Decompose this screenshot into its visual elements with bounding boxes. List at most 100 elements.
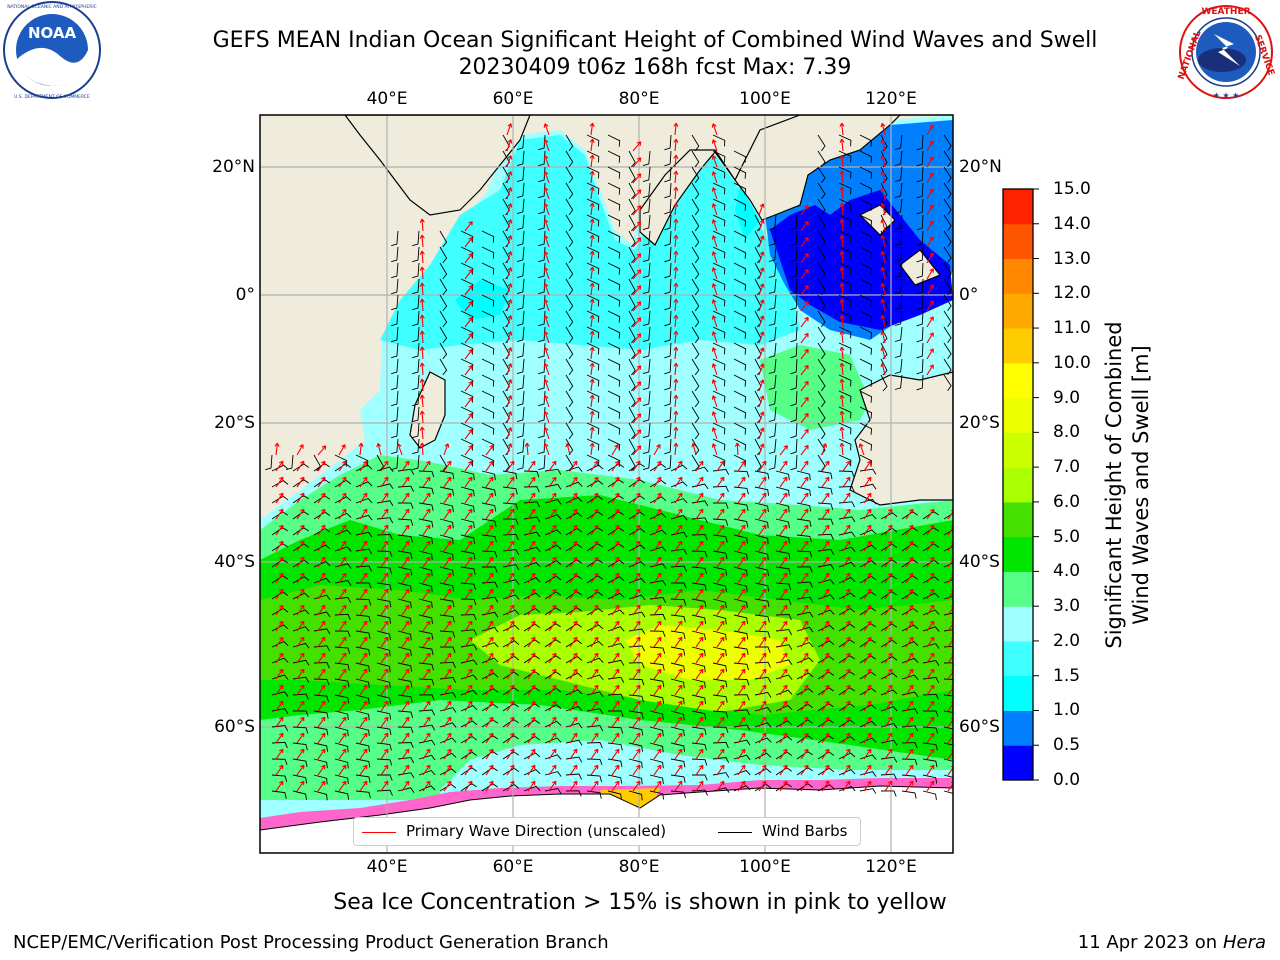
wave-direction-arrow (800, 668, 809, 680)
wind-barb (516, 326, 525, 343)
wind-barb (439, 598, 455, 608)
wave-direction-arrow (758, 379, 765, 392)
wave-direction-arrow (275, 492, 284, 504)
wind-barb (642, 310, 651, 327)
wind-barb (916, 198, 924, 215)
wave-direction-arrow (673, 282, 679, 296)
wave-direction-arrow (275, 540, 284, 552)
wind-barb (838, 454, 852, 467)
wind-barb (607, 758, 623, 768)
wave-direction-arrow (317, 492, 326, 504)
wave-direction-arrow (716, 700, 725, 712)
wind-barb (418, 502, 434, 511)
wave-direction-arrow (711, 235, 718, 248)
wave-direction-arrow (821, 684, 830, 696)
lat-label-left: 20°N (212, 157, 255, 177)
wind-barb (538, 310, 546, 327)
wind-barb (516, 166, 525, 183)
wave-direction-arrow (590, 748, 599, 760)
wave-direction-arrow (275, 732, 284, 744)
wave-direction-arrow (884, 652, 893, 664)
wave-direction-arrow (296, 620, 305, 632)
wave-direction-arrow (359, 492, 368, 504)
wave-direction-arrow (863, 492, 872, 504)
wind-barb (397, 646, 412, 657)
wave-direction-arrow (589, 298, 595, 312)
wave-direction-arrow (880, 170, 886, 184)
wave-direction-arrow (506, 251, 513, 264)
wind-barb (538, 150, 546, 167)
wave-direction-arrow (359, 636, 368, 648)
wave-direction-arrow (543, 443, 550, 456)
wind-barb (817, 374, 826, 392)
wave-direction-arrow (711, 203, 718, 216)
wave-direction-arrow (695, 604, 704, 616)
wind-barb (523, 785, 541, 792)
wind-barb (334, 694, 350, 704)
wave-direction-arrow (464, 220, 473, 232)
wave-direction-arrow (632, 141, 642, 152)
wave-direction-arrow (485, 780, 494, 792)
wind-barb (768, 438, 777, 454)
wave-direction-arrow (653, 764, 662, 776)
wave-direction-arrow (653, 460, 662, 472)
wind-barb (313, 742, 329, 752)
wave-direction-arrow (275, 556, 284, 568)
wave-direction-arrow (758, 283, 765, 296)
colorbar-label: Significant Height of Combined Wind Wave… (1101, 275, 1155, 695)
wave-direction-arrow (548, 716, 557, 728)
wave-direction-arrow (590, 524, 599, 536)
wave-direction-arrow (548, 572, 557, 584)
wave-direction-arrow (674, 540, 683, 552)
wave-direction-arrow (317, 700, 326, 712)
wave-direction-arrow (569, 604, 578, 616)
wind-barb (544, 754, 562, 760)
wave-direction-arrow (543, 427, 550, 440)
wave-direction-arrow (800, 684, 809, 696)
wind-barb (691, 374, 700, 392)
wind-barb (733, 358, 747, 371)
wave-direction-arrow (317, 556, 326, 568)
wind-barb (733, 262, 747, 275)
wave-direction-arrow (800, 220, 809, 232)
wave-direction-arrow (821, 636, 830, 648)
wave-direction-arrow (590, 540, 599, 552)
wave-direction-arrow (926, 588, 935, 600)
wave-direction-arrow (359, 748, 368, 760)
wind-barb (607, 166, 621, 179)
wave-direction-arrow (464, 636, 473, 648)
wind-barb (628, 594, 646, 601)
wave-direction-arrow (695, 556, 704, 568)
wind-barb (460, 358, 474, 371)
wind-barb (565, 406, 574, 424)
wave-direction-arrow (947, 509, 953, 520)
wind-barb (439, 326, 448, 344)
wave-direction-arrow (926, 172, 934, 184)
wind-barb (691, 438, 700, 456)
wave-direction-arrow (632, 492, 641, 504)
wind-barb (565, 481, 583, 488)
wave-direction-arrow (419, 314, 425, 328)
wind-barb (391, 294, 399, 311)
wave-direction-arrow (947, 557, 953, 568)
wind-barb (502, 166, 510, 184)
wave-direction-arrow (880, 346, 886, 360)
wind-barb (901, 790, 917, 799)
wave-direction-arrow (821, 508, 830, 520)
wind-barb (838, 262, 852, 275)
wave-direction-arrow (842, 476, 851, 488)
wind-barb (894, 326, 903, 342)
wind-barb (796, 688, 814, 696)
wave-direction-arrow (673, 122, 679, 136)
wave-direction-arrow (716, 460, 725, 472)
wave-direction-arrow (338, 668, 347, 680)
wind-barb (538, 166, 546, 183)
wave-direction-legend-label: Primary Wave Direction (unscaled) (406, 822, 667, 840)
wave-direction-arrow (821, 716, 830, 728)
wind-barb (642, 326, 651, 343)
wave-direction-arrow (653, 668, 662, 680)
wind-barb (775, 518, 790, 529)
wind-barb (691, 742, 707, 751)
wind-barb (817, 422, 826, 440)
wave-direction-arrow (317, 540, 326, 552)
